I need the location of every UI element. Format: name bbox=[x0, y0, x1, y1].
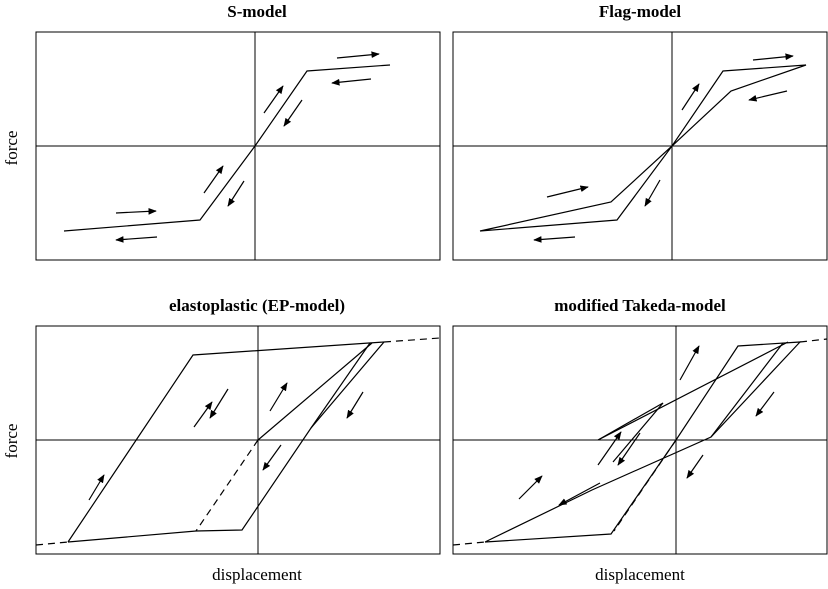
s-model-arrow-8 bbox=[115, 236, 158, 243]
panel-title-takeda-model: modified Takeda-model bbox=[554, 296, 726, 315]
flag-model-arrow-2 bbox=[748, 90, 788, 102]
ep-model-dash-inner bbox=[195, 439, 259, 532]
takeda-model-inner-line bbox=[597, 341, 789, 441]
takeda-model-dash-left bbox=[452, 541, 486, 546]
takeda-model-arrow-7 bbox=[558, 482, 601, 506]
s-model-arrow-7 bbox=[115, 208, 157, 215]
flag-model-arrow-1 bbox=[752, 53, 794, 61]
ep-model-inner-line-2 bbox=[310, 342, 371, 429]
takeda-model-arrow-3 bbox=[617, 432, 641, 466]
x-axis-label-left: displacement bbox=[212, 565, 302, 584]
ep-model-dash-right bbox=[383, 337, 441, 343]
s-model-arrow-2 bbox=[331, 78, 372, 86]
ep-model-dash-left bbox=[35, 541, 69, 546]
ep-model-arrow-1 bbox=[88, 474, 105, 501]
takeda-model-dash-right bbox=[799, 338, 828, 343]
takeda-model-inner-line-2 bbox=[710, 342, 784, 438]
flag-model-panel bbox=[452, 31, 828, 261]
ep-model-arrow-3 bbox=[209, 388, 229, 419]
flag-model-arrow-4 bbox=[644, 179, 661, 207]
s-model-arrow-3 bbox=[263, 85, 284, 114]
panel-title-s-model: S-model bbox=[227, 2, 287, 21]
panel-title-ep-model: elastoplastic (EP-model) bbox=[168, 296, 346, 315]
takeda-model-outer-loop bbox=[484, 341, 802, 543]
takeda-model-inner-loop bbox=[597, 402, 664, 463]
ep-model-arrow-6 bbox=[346, 391, 364, 419]
ep-model-arrow-2 bbox=[193, 401, 213, 428]
ep-model-panel bbox=[35, 325, 441, 555]
ep-model-arrow-5 bbox=[262, 444, 282, 471]
s-model-arrow-4 bbox=[283, 99, 303, 127]
x-axis-label-right: displacement bbox=[595, 565, 685, 584]
ep-model-outer-upper bbox=[67, 341, 385, 543]
takeda-model-arrow-2 bbox=[597, 431, 622, 466]
flag-model-arrow-5 bbox=[546, 185, 589, 198]
takeda-model-arrow-6 bbox=[755, 391, 775, 417]
ep-model-arrow-4 bbox=[269, 382, 288, 412]
flag-model-arrow-6 bbox=[533, 236, 576, 243]
takeda-model-arrow-5 bbox=[686, 454, 704, 479]
takeda-model-arrow-1 bbox=[518, 475, 543, 500]
flag-model-arrow-3 bbox=[681, 83, 700, 111]
s-model-panel bbox=[35, 31, 441, 261]
s-model-curve bbox=[63, 64, 391, 232]
s-model-arrow-1 bbox=[336, 51, 380, 59]
s-model-arrow-5 bbox=[203, 165, 224, 194]
takeda-model-panel bbox=[452, 325, 828, 555]
takeda-model-arrow-4 bbox=[679, 345, 700, 381]
ep-model-inner-line bbox=[257, 342, 373, 441]
panel-title-flag-model: Flag-model bbox=[598, 2, 682, 21]
ep-model-outer-lower bbox=[67, 341, 385, 543]
s-model-arrow-6 bbox=[227, 180, 245, 207]
flag-model-curve bbox=[479, 64, 807, 232]
